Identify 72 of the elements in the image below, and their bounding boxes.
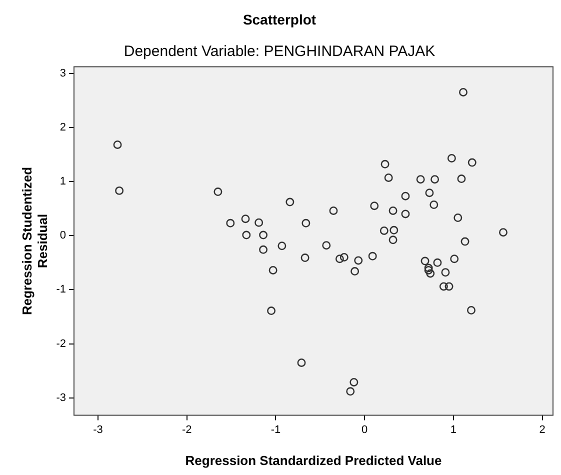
point: [424, 264, 433, 272]
point: [226, 218, 235, 228]
point: [286, 198, 294, 206]
point: [241, 214, 250, 224]
point: [346, 387, 355, 396]
point: [350, 267, 360, 276]
x-axis-title: Regression Standardized Predicted Value: [185, 452, 442, 468]
point: [433, 258, 442, 267]
point: [322, 241, 331, 250]
point: [450, 254, 459, 264]
point: [254, 218, 264, 227]
y-tick-label: -3: [56, 392, 66, 404]
point: [259, 245, 268, 254]
point: [401, 210, 410, 218]
y-tick-label: 1: [60, 176, 66, 188]
point: [340, 252, 348, 262]
point: [214, 188, 222, 196]
y-tick-label: -1: [56, 284, 66, 296]
point: [460, 237, 470, 246]
point: [329, 206, 338, 215]
point: [425, 188, 434, 198]
point: [300, 254, 310, 262]
y-tick-label: -2: [56, 338, 66, 350]
point: [458, 88, 468, 96]
point: [401, 192, 410, 200]
point: [267, 306, 276, 316]
point: [380, 226, 388, 235]
point: [447, 154, 456, 162]
y-tick-label: 3: [60, 67, 66, 80]
chart-subtitle: Dependent Variable: PENGHINDARAN PAJAK: [124, 42, 436, 60]
point: [302, 218, 310, 228]
point: [466, 306, 476, 314]
point: [498, 228, 508, 237]
y-tick-label: 0: [60, 230, 66, 242]
point: [268, 266, 278, 274]
point: [430, 175, 440, 184]
point: [354, 256, 363, 265]
point: [457, 174, 466, 184]
point: [441, 268, 450, 277]
point: [368, 252, 377, 260]
point: [426, 269, 435, 278]
x-tick-label: -2: [182, 424, 192, 436]
y-tick-label: 2: [60, 121, 66, 134]
x-tick-label: -1: [270, 424, 281, 436]
point: [259, 230, 268, 240]
x-tick-label: -3: [93, 424, 103, 436]
chart-title: Scatterplot: [242, 11, 316, 28]
point: [424, 266, 433, 274]
point: [390, 226, 398, 234]
point: [380, 160, 390, 168]
point: [335, 254, 344, 264]
point: [420, 256, 430, 266]
point: [388, 236, 398, 244]
point: [384, 173, 393, 182]
y-axis-title: Regression Studentized Residual: [19, 166, 50, 316]
point: [115, 186, 124, 195]
point: [430, 200, 438, 210]
point: [113, 140, 122, 149]
x-tick-label: 2: [539, 424, 546, 436]
point: [350, 378, 358, 386]
point: [454, 213, 462, 222]
point: [242, 230, 251, 240]
x-tick-label: 0: [362, 424, 368, 436]
point: [416, 175, 425, 184]
point: [468, 158, 476, 167]
point: [388, 206, 398, 215]
point: [439, 282, 448, 291]
point: [444, 282, 454, 291]
point: [278, 242, 286, 250]
x-tick-label: 1: [450, 424, 457, 436]
point: [297, 358, 306, 367]
point: [370, 202, 379, 210]
